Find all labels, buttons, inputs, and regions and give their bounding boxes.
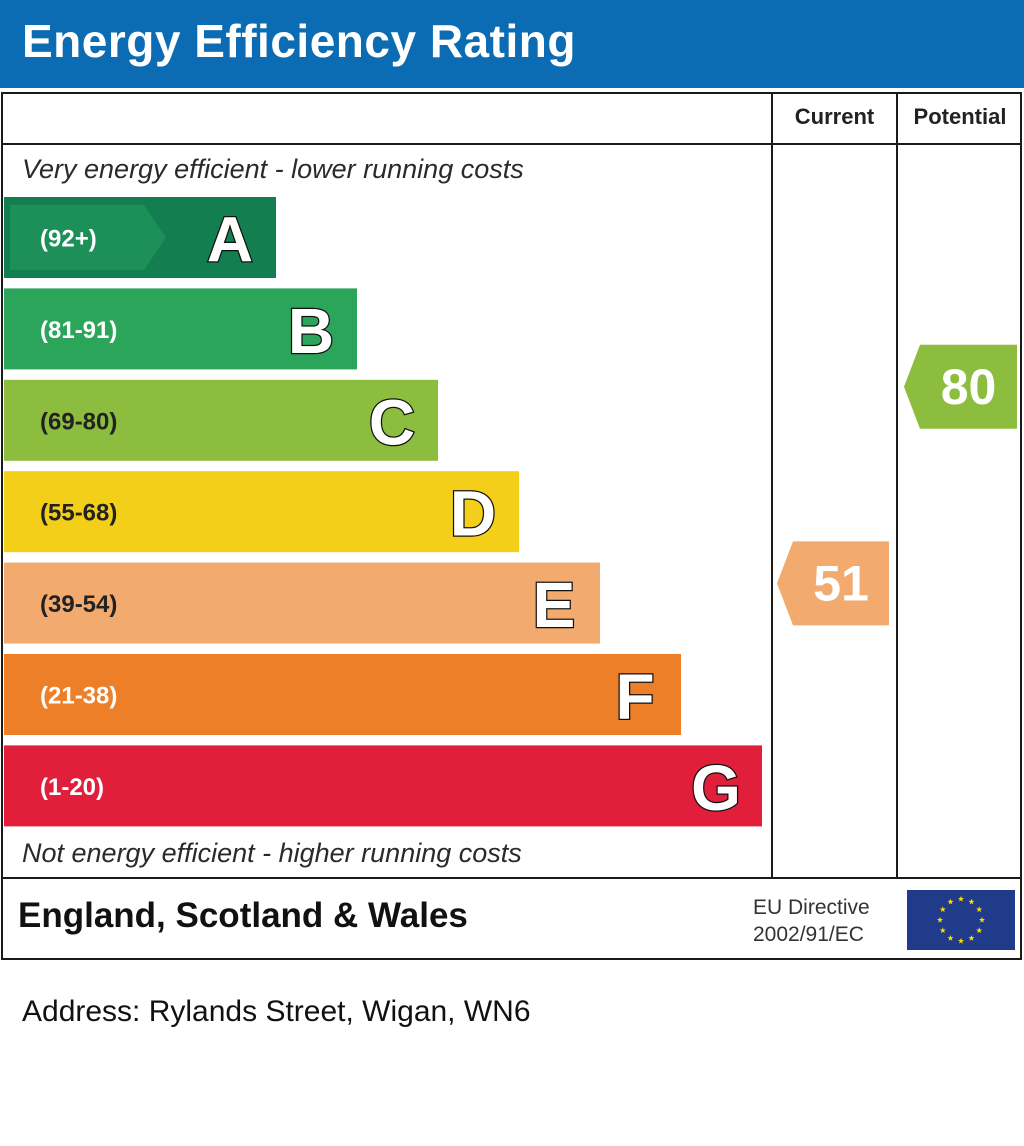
eu-directive: EU Directive 2002/91/EC bbox=[753, 894, 870, 948]
potential-rating: 80 bbox=[904, 344, 1017, 429]
band-range-f: (21-38) bbox=[40, 683, 117, 710]
band-letter-g: G bbox=[691, 752, 741, 824]
eu-star bbox=[976, 906, 983, 913]
current-rating-arrow bbox=[777, 541, 889, 626]
band-a: (92+) A bbox=[4, 197, 276, 278]
band-letter-c: C bbox=[369, 386, 415, 458]
top-note: Very energy efficient - lower running co… bbox=[22, 154, 524, 184]
eu-star bbox=[957, 937, 965, 944]
band-range-d: (55-68) bbox=[40, 500, 117, 527]
band-highlight-a bbox=[10, 205, 166, 270]
eu-star bbox=[947, 898, 954, 905]
potential-rating-value: 80 bbox=[941, 359, 997, 415]
current-column-header: Current bbox=[794, 104, 875, 129]
band-letter-a: A bbox=[207, 204, 253, 276]
potential-column-header: Potential bbox=[913, 104, 1007, 129]
potential-column-divider bbox=[896, 92, 898, 879]
band-d: (55-68) D bbox=[4, 471, 519, 553]
band-f: (21-38) F bbox=[4, 654, 681, 735]
eu-star bbox=[939, 906, 946, 913]
band-letter-d: D bbox=[450, 478, 496, 550]
eu-star bbox=[939, 927, 946, 934]
footer-divider bbox=[1, 877, 1022, 879]
directive-line-1: EU Directive bbox=[753, 896, 870, 919]
band-letter-b: B bbox=[288, 295, 334, 367]
band-b: (81-91) B bbox=[4, 288, 357, 370]
eu-star bbox=[968, 934, 975, 941]
band-letter-e: E bbox=[533, 569, 576, 641]
eu-star bbox=[968, 898, 975, 905]
band-range-b: (81-91) bbox=[40, 317, 117, 344]
band-bar-f bbox=[4, 654, 681, 735]
band-bar-d bbox=[4, 471, 519, 553]
band-bar-e bbox=[4, 562, 600, 644]
band-range-g: (1-20) bbox=[40, 774, 104, 801]
current-rating: 51 bbox=[777, 541, 889, 626]
header-banner: Energy Efficiency Rating bbox=[0, 0, 1024, 88]
eu-flag-icon bbox=[907, 890, 1015, 950]
band-e: (39-54) E bbox=[4, 562, 600, 644]
eu-star bbox=[947, 934, 954, 941]
band-letter-f: F bbox=[615, 661, 654, 733]
band-c: (69-80) C bbox=[4, 379, 438, 461]
band-bar-g bbox=[4, 745, 762, 827]
directive-line-2: 2002/91/EC bbox=[753, 923, 864, 946]
footer-region: England, Scotland & Wales bbox=[18, 896, 468, 935]
current-rating-value: 51 bbox=[813, 555, 869, 611]
band-bar-c bbox=[4, 379, 438, 461]
eu-star bbox=[936, 916, 944, 923]
band-range-c: (69-80) bbox=[40, 408, 117, 435]
current-column-divider bbox=[771, 92, 773, 879]
eu-star bbox=[976, 927, 983, 934]
address: Address: Rylands Street, Wigan, WN6 bbox=[22, 995, 531, 1028]
eu-star bbox=[957, 895, 965, 902]
potential-rating-arrow bbox=[904, 344, 1017, 429]
bottom-note: Not energy efficient - higher running co… bbox=[22, 838, 522, 868]
eu-stars-icon bbox=[936, 895, 986, 944]
band-bar-b bbox=[4, 288, 357, 370]
eu-star bbox=[978, 916, 986, 923]
header-divider bbox=[1, 143, 1022, 145]
page-title: Energy Efficiency Rating bbox=[22, 15, 576, 67]
band-g: (1-20) G bbox=[4, 745, 762, 827]
band-range-e: (39-54) bbox=[40, 591, 117, 618]
band-range-a: (92+) bbox=[40, 226, 97, 253]
